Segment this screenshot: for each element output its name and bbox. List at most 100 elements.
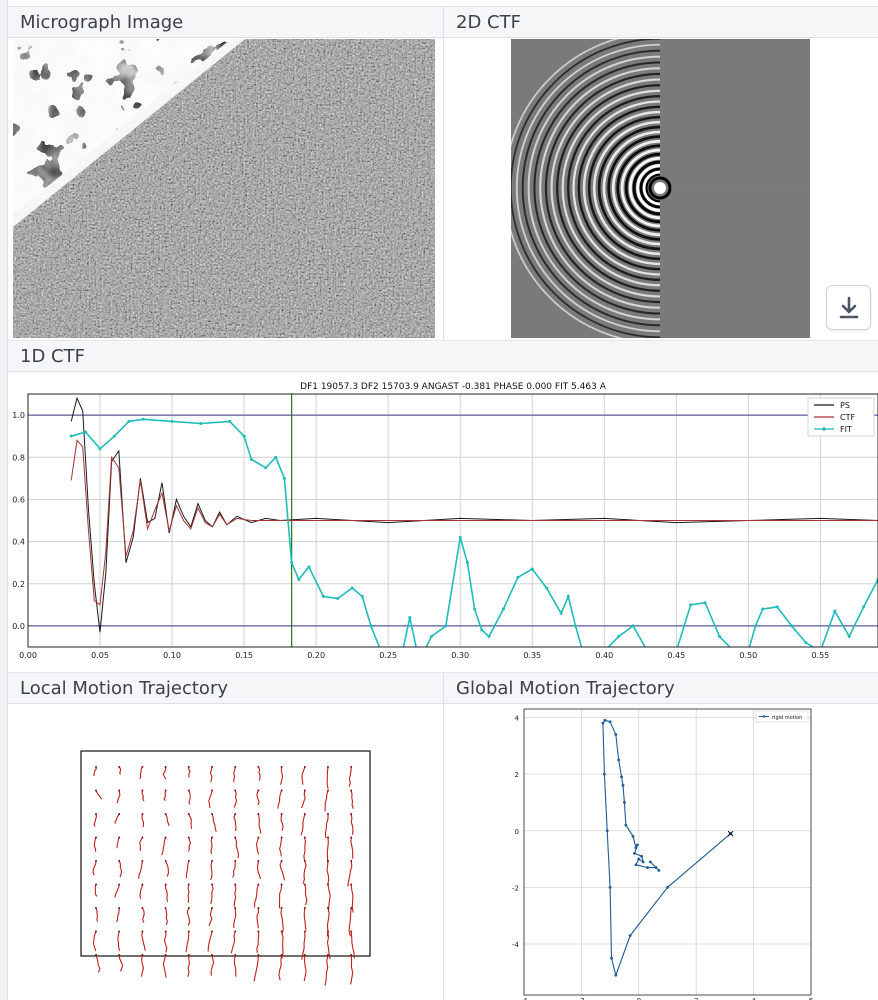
motion-track: [141, 931, 146, 951]
motion-track-start: [303, 789, 306, 792]
ctf-fit-point: [408, 615, 412, 619]
thon-ring: [539, 67, 660, 309]
motion-track: [165, 907, 168, 926]
motion-track-start: [187, 813, 190, 815]
motion-track-start: [164, 789, 167, 792]
motion-track: [187, 884, 190, 903]
motion-track: [230, 931, 236, 954]
motion-track-start: [303, 836, 306, 839]
ctf-ytick-label: 0.6: [12, 495, 25, 504]
local-motion-plot: [80, 750, 371, 986]
motion-track-start: [95, 766, 97, 768]
motion-track-start: [118, 930, 121, 933]
motion-track-start: [350, 766, 353, 768]
motion-track: [117, 931, 121, 951]
motion-track: [233, 884, 237, 907]
motion-track: [300, 813, 306, 836]
motion-track: [94, 884, 98, 897]
motion-track-start: [211, 860, 213, 862]
motion-track: [350, 884, 354, 913]
motion-track-start: [164, 836, 167, 839]
motion-track: [304, 884, 308, 906]
motion-track: [256, 790, 260, 806]
ctf-fit-point: [336, 597, 340, 601]
side-strip: [0, 0, 8, 1000]
motion-track: [139, 884, 143, 899]
motion-track-start: [234, 907, 237, 909]
thon-ring: [587, 115, 660, 261]
thon-ring: [550, 78, 660, 298]
rigid-motion-point: [608, 720, 612, 724]
glob-ytick-label: 2: [515, 771, 519, 779]
motion-track: [303, 837, 306, 861]
thon-ring: [567, 95, 660, 281]
ctf2d-header: 2D CTF: [444, 6, 878, 38]
local-motion-header: Local Motion Trajectory: [8, 672, 443, 704]
motion-track-start: [303, 766, 306, 768]
ctf-fit-point: [581, 650, 584, 653]
ctf-fit-point: [242, 434, 246, 438]
thon-ring: [611, 139, 660, 237]
motion-track-start: [257, 930, 260, 933]
motion-track-start: [118, 836, 121, 839]
download-button[interactable]: [826, 285, 871, 330]
motion-track-start: [257, 813, 260, 815]
rigid-motion-point: [635, 843, 639, 847]
ctf-fit-point: [804, 641, 808, 645]
motion-track-start: [118, 954, 121, 956]
motion-track-start: [234, 883, 237, 886]
ctf-fit-point: [754, 624, 758, 628]
motion-track: [138, 860, 143, 879]
motion-track-start: [141, 907, 144, 909]
ctf-ytick-label: 0.8: [12, 453, 25, 462]
motion-track: [350, 954, 354, 985]
motion-track-start: [257, 883, 260, 886]
motion-track: [232, 861, 236, 878]
motion-track-start: [164, 766, 167, 768]
motion-track: [350, 837, 354, 859]
motion-track: [95, 907, 98, 922]
motion-track: [187, 954, 190, 977]
motion-track: [114, 884, 120, 898]
ctf-xtick-label: 0.50: [739, 651, 757, 660]
motion-track-start: [280, 907, 283, 909]
thon-ring: [636, 164, 660, 212]
ctf-ytick-label: 1.0: [12, 411, 25, 420]
motion-track-start: [280, 883, 283, 886]
bottom-divider: [443, 672, 444, 1000]
motion-track-start: [141, 789, 144, 792]
ctf-fit-point: [127, 419, 131, 423]
motion-track-start: [257, 836, 260, 839]
motion-track-start: [118, 883, 121, 886]
ctf-fit-point: [487, 634, 491, 638]
ctf-fit-point: [566, 594, 570, 598]
global-motion-plot: -4 -2 0 2 4 6 -4 -2 0 2 4 rigid motion: [512, 708, 814, 1000]
ctf-fit-point: [69, 434, 73, 438]
motion-track-start: [234, 836, 237, 839]
motion-track: [140, 954, 145, 977]
motion-track-start: [187, 930, 190, 933]
motion-track-start: [211, 789, 213, 792]
ctf-fit-point: [631, 624, 635, 628]
ctf-fit-point: [429, 634, 433, 638]
rigid-motion-point: [624, 823, 628, 827]
motion-track-start: [327, 954, 329, 956]
motion-track: [233, 954, 237, 977]
thon-ring: [544, 72, 660, 304]
ctf-fit-point: [350, 586, 354, 590]
thon-ring: [644, 172, 660, 204]
ctf-legend-label: PS: [840, 401, 850, 410]
ctf-fit-point: [545, 586, 549, 590]
motion-track: [280, 766, 284, 785]
motion-track: [188, 813, 193, 830]
motion-track-start: [141, 813, 144, 815]
ctf-fit-point: [264, 466, 268, 470]
ctf-fit-point: [732, 650, 735, 653]
ctf-fit-point: [282, 476, 286, 480]
ctf-fit-point: [473, 607, 477, 611]
ctf-fit-point: [530, 567, 534, 571]
motion-track: [350, 790, 354, 809]
ctf1d-chart: DF1 19057.3 DF2 15703.9 ANGAST -0.381 PH…: [12, 382, 878, 660]
motion-track: [257, 766, 261, 781]
ctf-xtick-label: 0.40: [595, 651, 613, 660]
